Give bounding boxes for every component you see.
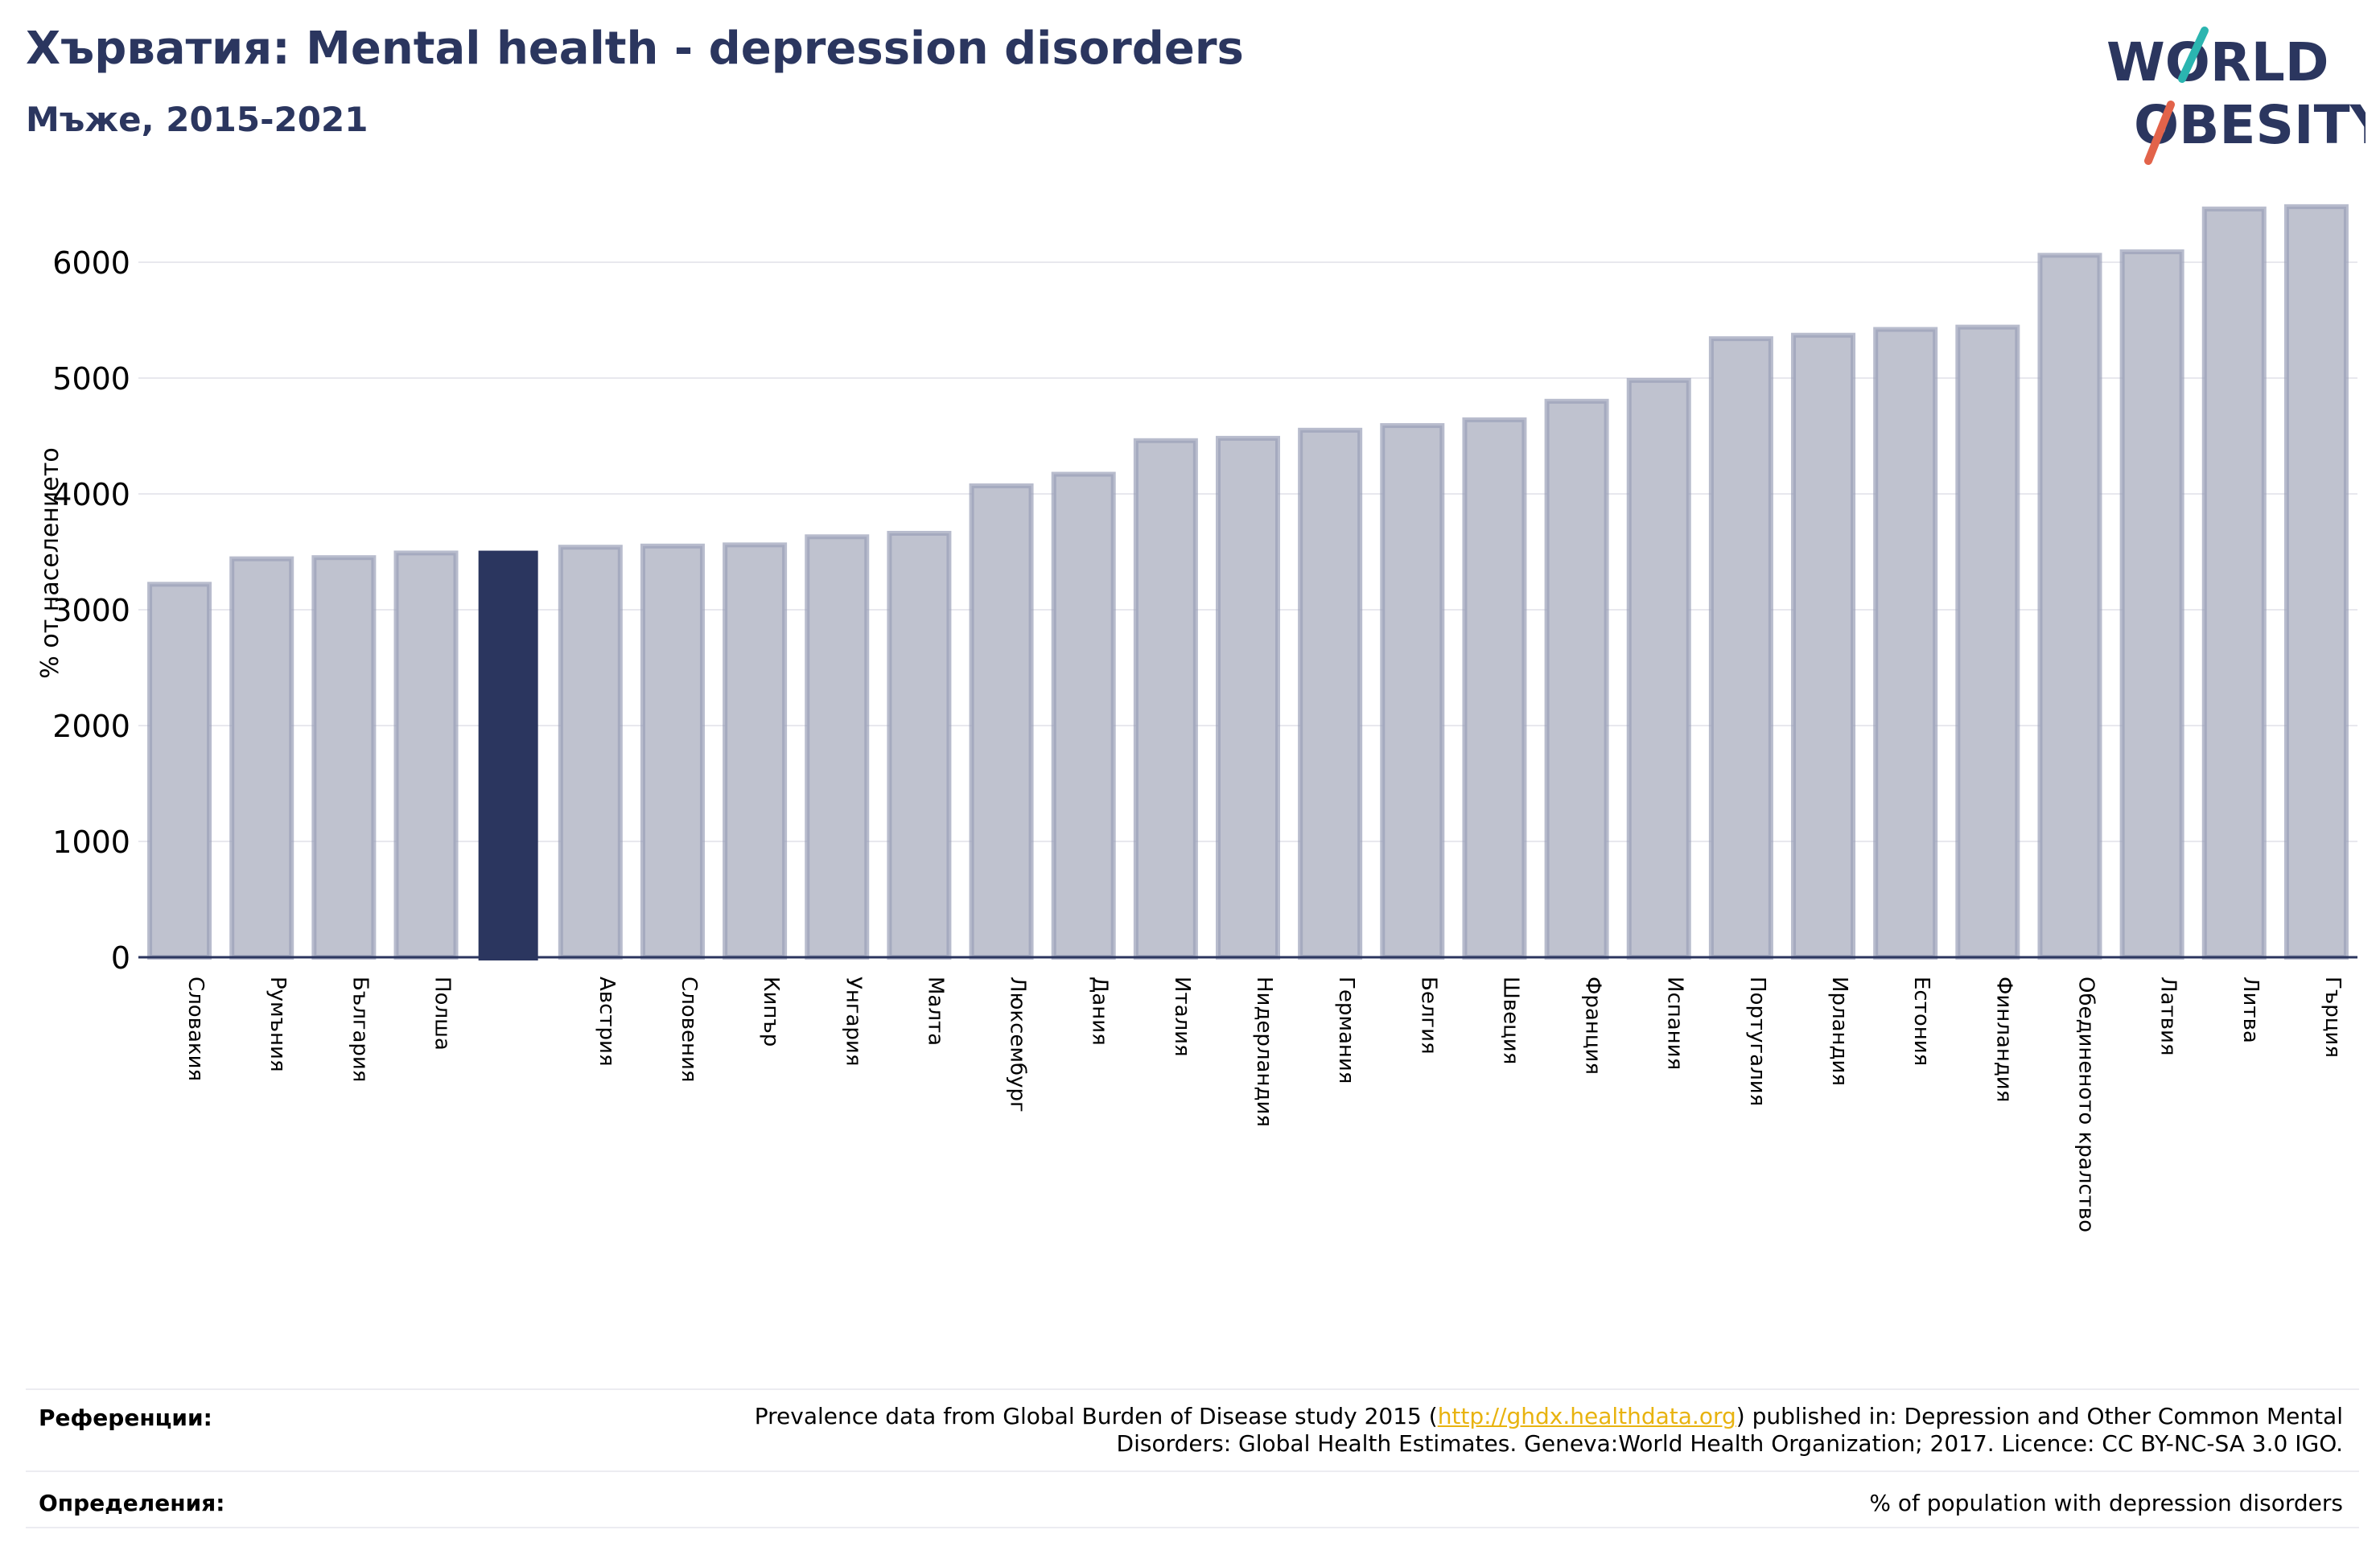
y-tick-label: 0 — [111, 940, 130, 976]
x-tick-label: Португалия — [1745, 977, 1769, 1106]
bar[interactable] — [147, 582, 212, 960]
bar[interactable] — [1133, 438, 1198, 960]
y-tick-label: 2000 — [52, 709, 130, 744]
references-line2: Disorders: Global Health Estimates. Gene… — [1116, 1430, 2343, 1457]
x-tick-label: Австрия — [595, 977, 619, 1067]
bar-highlight[interactable] — [478, 550, 538, 960]
bar[interactable] — [640, 543, 705, 960]
x-tick-label: Словакия — [183, 977, 208, 1081]
bar[interactable] — [2283, 204, 2349, 960]
references-link[interactable]: http://ghdx.healthdata.org — [1437, 1403, 1736, 1429]
x-tick-label: Естония — [1909, 977, 1933, 1066]
x-tick-label: Финландия — [1991, 977, 2016, 1102]
bar[interactable] — [1298, 427, 1363, 960]
divider-middle — [26, 1470, 2359, 1472]
references-text-before: Prevalence data from Global Burden of Di… — [754, 1403, 1438, 1429]
bar[interactable] — [393, 550, 459, 960]
logo-slash-teal — [2178, 27, 2209, 83]
logo-slash-red — [2144, 101, 2175, 165]
x-tick-label: Италия — [1170, 977, 1194, 1057]
y-tick-label: 4000 — [52, 477, 130, 512]
page-subtitle: Мъже, 2015-2021 — [26, 100, 369, 139]
bar[interactable] — [887, 530, 952, 960]
bar[interactable] — [969, 483, 1034, 960]
x-tick-label: Белгия — [1416, 977, 1440, 1055]
bar[interactable] — [2201, 206, 2267, 960]
x-tick-label: Швеция — [1498, 977, 1522, 1064]
x-tick-label: Франция — [1581, 977, 1605, 1075]
x-tick-label: Германия — [1334, 977, 1358, 1084]
bar-chart: 0 1000 2000 3000 4000 5000 6000 Словакия Румъни… — [36, 204, 2357, 1232]
bars — [147, 204, 2349, 960]
x-tick-label: Ирландия — [1827, 977, 1851, 1086]
x-tick-label: Латвия — [2156, 977, 2180, 1056]
divider-top — [26, 1388, 2359, 1390]
bar[interactable] — [229, 556, 294, 960]
page-title: Хърватия: Mental health - depression dis… — [26, 23, 1244, 75]
y-tick-label: 1000 — [52, 825, 130, 860]
bar[interactable] — [1216, 435, 1280, 960]
bar[interactable] — [1873, 327, 1938, 960]
x-tick-label: Полша — [430, 977, 455, 1051]
world-obesity-logo: WORLD OBESITY — [2106, 27, 2366, 165]
x-tick-label: Малта — [923, 977, 947, 1046]
bar[interactable] — [1051, 471, 1116, 960]
bar[interactable] — [1955, 324, 2020, 960]
bar[interactable] — [1462, 417, 1527, 960]
x-tick-label: Испания — [1663, 977, 1687, 1070]
bar[interactable] — [1791, 332, 1856, 960]
x-tick-label: Нидерландия — [1252, 977, 1276, 1127]
x-tick-label: България — [348, 977, 372, 1082]
bar[interactable] — [1708, 336, 1773, 960]
x-tick-label: Обединеното кралство — [2073, 977, 2098, 1232]
bar[interactable] — [723, 542, 788, 960]
logo-line1: WORLD — [2106, 31, 2329, 93]
x-tick-label: Гърция — [2320, 977, 2345, 1058]
bar[interactable] — [1626, 377, 1691, 960]
bar[interactable] — [805, 534, 870, 960]
x-axis-labels: Словакия Румъния България Полша Австрия Слове… — [183, 977, 2345, 1232]
x-tick-label: Литва — [2238, 977, 2263, 1043]
y-axis-label: % от населението — [36, 447, 64, 678]
bar[interactable] — [1380, 423, 1445, 960]
x-tick-label: Словения — [677, 977, 701, 1083]
y-axis-ticks: 0 1000 2000 3000 4000 5000 6000 — [52, 245, 130, 976]
divider-bottom — [26, 1527, 2359, 1528]
x-tick-label: Румъния — [266, 977, 290, 1072]
bar[interactable] — [1544, 398, 1609, 960]
references-text-after: ) published in: Depression and Other Com… — [1736, 1403, 2343, 1429]
bar[interactable] — [311, 555, 377, 960]
y-tick-label: 6000 — [52, 245, 130, 281]
bar[interactable] — [2119, 249, 2184, 960]
y-tick-label: 3000 — [52, 593, 130, 628]
references-label: Референции: — [39, 1405, 212, 1431]
x-tick-label: Кипър — [759, 977, 783, 1047]
bar[interactable] — [558, 545, 623, 960]
references-text: Prevalence data from Global Burden of Di… — [573, 1403, 2343, 1458]
x-tick-label: Люксембург — [1006, 977, 1030, 1113]
definitions-text: % of population with depression disorder… — [1869, 1490, 2343, 1516]
bar[interactable] — [2037, 253, 2102, 960]
x-tick-label: Дания — [1088, 977, 1112, 1046]
definitions-label: Определения: — [39, 1490, 225, 1516]
y-tick-label: 5000 — [52, 361, 130, 397]
x-tick-label: Унгария — [841, 977, 865, 1066]
